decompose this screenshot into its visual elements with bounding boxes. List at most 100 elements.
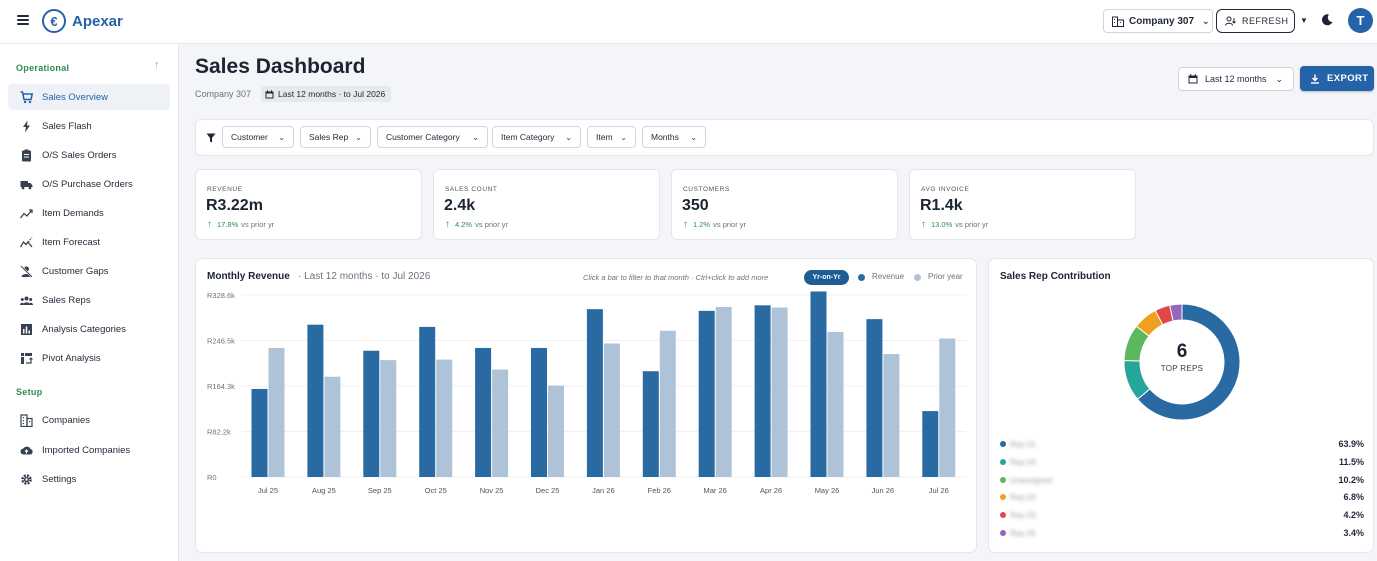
export-button[interactable]: EXPORT: [1300, 66, 1374, 91]
chevron-down-icon: ⌄: [565, 132, 572, 142]
company-selector[interactable]: Company 307 ⌄: [1103, 9, 1213, 33]
sidebar-item-label: Companies: [42, 414, 91, 426]
period-selector[interactable]: Last 12 months ⌄: [1178, 67, 1294, 91]
revenue-bar[interactable]: [475, 347, 492, 477]
legend-revenue-label[interactable]: Revenue: [872, 272, 905, 281]
revenue-bar[interactable]: [531, 347, 547, 477]
revenue-bar[interactable]: [922, 411, 939, 477]
sidebar-item-label: Item Forecast: [42, 236, 101, 248]
legend-prior-label[interactable]: Prior year: [928, 272, 963, 281]
prior-year-bar[interactable]: [324, 376, 341, 477]
x-tick-label: Jul 25: [258, 486, 278, 495]
prior-year-bar[interactable]: [548, 385, 564, 477]
sidebar-item-pivot-analysis[interactable]: Pivot Analysis: [8, 345, 170, 371]
rep-row[interactable]: Unassigned 10.2%: [1000, 473, 1364, 487]
filter-customer-category[interactable]: Customer Category ⌄: [377, 126, 488, 148]
x-tick-label: Feb 26: [648, 486, 671, 495]
prior-year-bar[interactable]: [715, 306, 732, 477]
chevron-down-icon: ⌄: [620, 132, 627, 142]
prior-year-bar[interactable]: [659, 330, 676, 477]
x-tick-label: Mar 26: [704, 486, 727, 495]
filter-item-category[interactable]: Item Category ⌄: [492, 126, 581, 148]
donut-chart: [1123, 303, 1241, 421]
sidebar-item-label: Sales Overview: [42, 91, 108, 103]
y-tick-label: R164.3k: [207, 382, 235, 391]
menu-icon[interactable]: [17, 15, 29, 25]
rep-name: Rep 02: [1010, 492, 1036, 502]
prior-year-bar[interactable]: [939, 338, 956, 477]
filter-label: Months: [651, 132, 679, 142]
sidebar-item-customer-gaps[interactable]: Customer Gaps: [8, 258, 170, 284]
prior-year-bar[interactable]: [827, 331, 844, 477]
revenue-bar[interactable]: [810, 291, 827, 477]
filter-label: Item Category: [501, 132, 555, 142]
trend-icon: [20, 207, 33, 220]
rep-row[interactable]: Rep 04 11.5%: [1000, 455, 1364, 469]
prior-year-bar[interactable]: [268, 347, 285, 477]
prior-year-bar[interactable]: [492, 369, 509, 477]
x-tick-label: Oct 25: [425, 486, 447, 495]
building-icon: [20, 413, 33, 427]
sidebar-item-item-forecast[interactable]: Item Forecast: [8, 229, 170, 255]
kpi-delta-suffix: vs prior yr: [475, 220, 509, 229]
sidebar-item-analysis-categories[interactable]: Analysis Categories: [8, 316, 170, 342]
prior-year-bar[interactable]: [771, 307, 788, 477]
sidebar-item-companies[interactable]: Companies: [8, 407, 170, 433]
refresh-button[interactable]: REFRESH: [1216, 9, 1295, 33]
yoy-toggle[interactable]: Yr-on-Yr: [804, 270, 849, 285]
rep-color-dot: [1000, 494, 1006, 500]
filter-icon: [206, 133, 216, 143]
chart-hint: Click a bar to filter to that month · Ct…: [583, 273, 769, 282]
refresh-options-caret-icon[interactable]: ▼: [1300, 16, 1308, 25]
rep-row[interactable]: Rep 03 4.2%: [1000, 508, 1364, 522]
avatar[interactable]: T: [1348, 8, 1373, 33]
revenue-bar[interactable]: [363, 350, 380, 477]
sidebar-section-operational: Operational: [16, 63, 70, 73]
sidebar-item-item-demands[interactable]: Item Demands: [8, 200, 170, 226]
prior-year-bar[interactable]: [603, 343, 620, 477]
chevron-down-icon: ⌄: [1275, 73, 1284, 84]
pivot-icon: [20, 352, 33, 365]
revenue-bar[interactable]: [754, 305, 771, 477]
moon-icon[interactable]: [1320, 13, 1334, 27]
date-range-chip: Last 12 months · to Jul 2026: [261, 86, 392, 102]
filter-customer[interactable]: Customer ⌄: [222, 126, 294, 148]
lightning-icon: [20, 120, 33, 133]
rep-percent: 6.8%: [1343, 492, 1364, 502]
filter-label: Sales Rep: [309, 132, 349, 142]
donut-slice[interactable]: [1169, 303, 1183, 322]
sidebar-item-sales-flash[interactable]: Sales Flash: [8, 113, 170, 139]
prior-year-bar[interactable]: [883, 354, 900, 477]
revenue-bar[interactable]: [307, 324, 324, 477]
rep-row[interactable]: Rep 02 6.8%: [1000, 490, 1364, 504]
revenue-bar[interactable]: [866, 319, 883, 477]
sidebar-item-os-purchase-orders[interactable]: O/S Purchase Orders: [8, 171, 170, 197]
kpi-delta-percent: 4.2%: [455, 220, 473, 229]
sidebar-item-os-sales-orders[interactable]: O/S Sales Orders: [8, 142, 170, 168]
revenue-bar[interactable]: [698, 310, 715, 477]
sidebar-item-imported-companies[interactable]: Imported Companies: [8, 437, 170, 463]
kpi-delta-suffix: vs prior yr: [241, 220, 275, 229]
revenue-bar[interactable]: [586, 309, 603, 477]
filter-months[interactable]: Months ⌄: [642, 126, 706, 148]
kpi-value: 350: [682, 197, 709, 214]
collapse-up-icon[interactable]: ↑: [154, 59, 160, 71]
donut-slice[interactable]: [1136, 303, 1241, 421]
sidebar-item-settings[interactable]: Settings: [8, 466, 170, 492]
revenue-bar[interactable]: [251, 388, 268, 477]
filter-sales-rep[interactable]: Sales Rep ⌄: [300, 126, 371, 148]
rep-row[interactable]: Rep 01 63.9%: [1000, 437, 1364, 451]
sidebar-item-sales-reps[interactable]: Sales Reps: [8, 287, 170, 313]
filter-item[interactable]: Item ⌄: [587, 126, 636, 148]
prior-year-bar[interactable]: [436, 359, 453, 477]
x-tick-label: Jun 26: [872, 486, 895, 495]
calendar-icon: [1188, 74, 1198, 84]
sidebar-item-sales-overview[interactable]: Sales Overview: [8, 84, 170, 110]
brand-name[interactable]: Apexar: [72, 13, 123, 30]
rep-row[interactable]: Rep 05 3.4%: [1000, 526, 1364, 540]
revenue-bar[interactable]: [419, 326, 436, 477]
revenue-bar[interactable]: [642, 371, 659, 477]
sidebar-item-label: O/S Sales Orders: [42, 149, 117, 161]
logo-icon[interactable]: €: [42, 9, 66, 33]
prior-year-bar[interactable]: [380, 360, 397, 477]
